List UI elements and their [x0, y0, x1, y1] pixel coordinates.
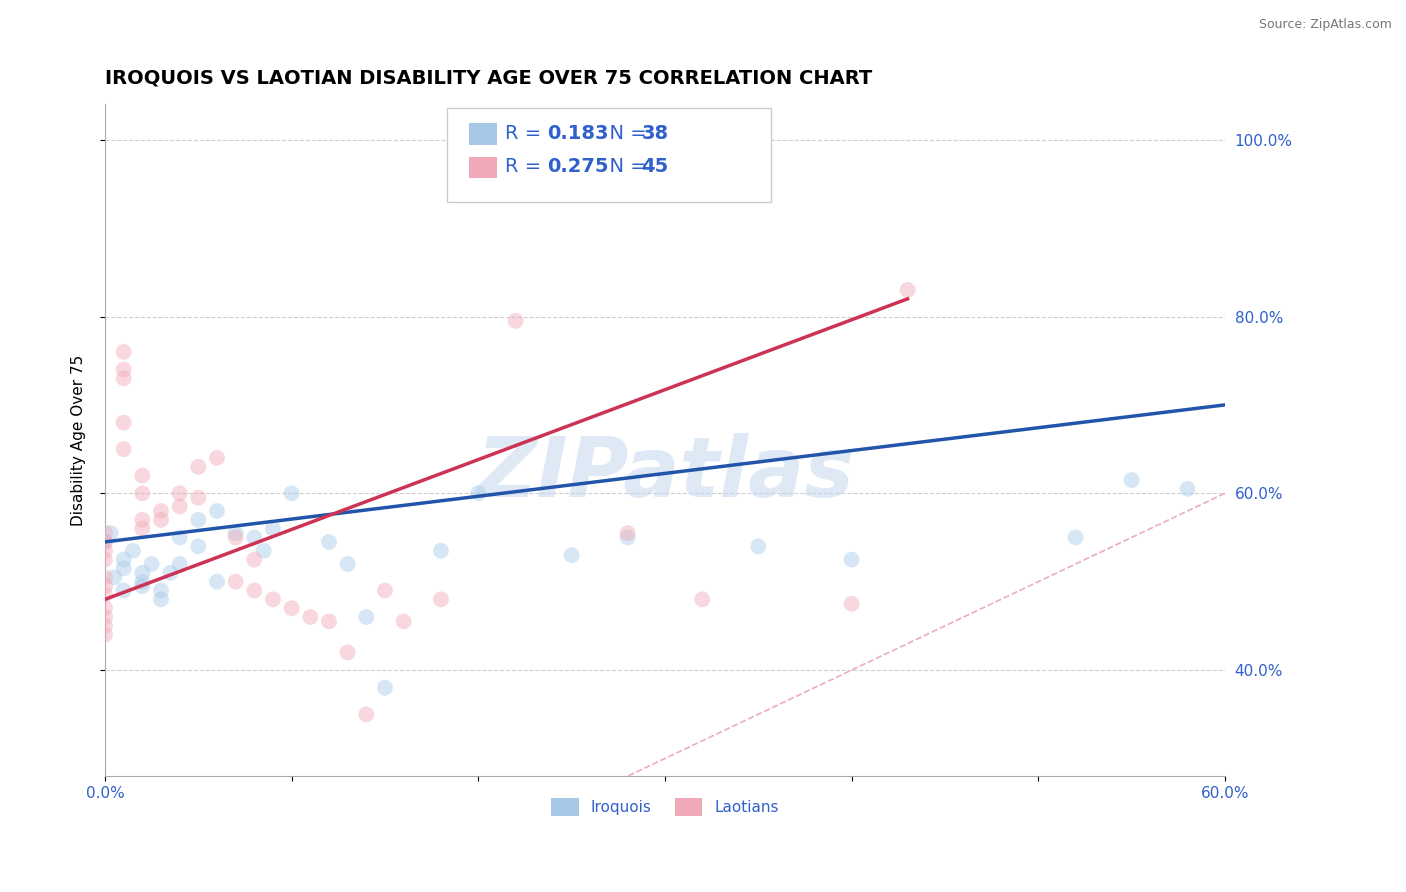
Point — [262, 592, 284, 607]
Point — [94, 535, 117, 549]
Point — [94, 526, 117, 541]
Point — [561, 548, 583, 562]
Point — [103, 570, 125, 584]
Point — [243, 552, 266, 566]
FancyBboxPatch shape — [470, 157, 496, 178]
Point — [169, 500, 191, 514]
Point — [169, 486, 191, 500]
Point — [149, 583, 172, 598]
Point — [280, 601, 302, 615]
FancyBboxPatch shape — [447, 108, 772, 202]
Point — [131, 574, 153, 589]
Point — [243, 531, 266, 545]
Point — [112, 416, 135, 430]
Point — [112, 344, 135, 359]
Point — [896, 283, 918, 297]
Point — [131, 513, 153, 527]
Point — [187, 459, 209, 474]
Point — [299, 610, 322, 624]
Point — [122, 543, 145, 558]
Point — [356, 610, 378, 624]
Point — [112, 552, 135, 566]
Point — [336, 557, 359, 571]
Point — [690, 592, 713, 607]
Point — [112, 362, 135, 376]
Point — [187, 513, 209, 527]
Point — [318, 535, 340, 549]
Point — [225, 526, 247, 541]
Text: N =: N = — [596, 124, 652, 143]
Point — [131, 522, 153, 536]
Text: 38: 38 — [641, 124, 668, 143]
Text: N =: N = — [596, 157, 652, 177]
Point — [149, 513, 172, 527]
Point — [356, 707, 378, 722]
Point — [149, 504, 172, 518]
Text: R =: R = — [505, 157, 547, 177]
Point — [1121, 473, 1143, 487]
Text: R =: R = — [505, 124, 547, 143]
Point — [131, 486, 153, 500]
Text: 0.183: 0.183 — [547, 124, 609, 143]
Point — [169, 531, 191, 545]
Point — [112, 442, 135, 456]
Point — [94, 535, 117, 549]
Point — [841, 597, 863, 611]
Point — [1064, 531, 1087, 545]
Point — [94, 610, 117, 624]
Point — [225, 531, 247, 545]
Point — [112, 371, 135, 385]
Point — [94, 579, 117, 593]
Legend: Iroquois, Laotians: Iroquois, Laotians — [546, 791, 785, 822]
Point — [430, 543, 453, 558]
Point — [430, 592, 453, 607]
Point — [467, 486, 489, 500]
Point — [100, 526, 122, 541]
Point — [505, 314, 527, 328]
Point — [205, 504, 228, 518]
Point — [94, 619, 117, 633]
Point — [149, 592, 172, 607]
Point — [131, 468, 153, 483]
Point — [616, 526, 638, 541]
Point — [159, 566, 181, 580]
Point — [205, 574, 228, 589]
Point — [205, 450, 228, 465]
Point — [318, 615, 340, 629]
Text: 0.275: 0.275 — [547, 157, 609, 177]
Point — [187, 491, 209, 505]
Point — [112, 561, 135, 575]
Point — [747, 539, 769, 553]
Text: 45: 45 — [641, 157, 669, 177]
Point — [225, 574, 247, 589]
Point — [262, 522, 284, 536]
Point — [392, 615, 415, 629]
Point — [141, 557, 163, 571]
Point — [94, 552, 117, 566]
Point — [374, 583, 396, 598]
Point — [253, 543, 276, 558]
Point — [374, 681, 396, 695]
Text: ZIPatlas: ZIPatlas — [477, 434, 853, 515]
Text: Source: ZipAtlas.com: Source: ZipAtlas.com — [1258, 18, 1392, 31]
Point — [187, 539, 209, 553]
FancyBboxPatch shape — [470, 123, 496, 145]
Point — [94, 570, 117, 584]
Point — [94, 601, 117, 615]
Point — [1177, 482, 1199, 496]
Point — [336, 645, 359, 659]
Y-axis label: Disability Age Over 75: Disability Age Over 75 — [72, 355, 86, 526]
Point — [94, 543, 117, 558]
Point — [94, 628, 117, 642]
Point — [131, 579, 153, 593]
Point — [131, 566, 153, 580]
Point — [112, 583, 135, 598]
Text: IROQUOIS VS LAOTIAN DISABILITY AGE OVER 75 CORRELATION CHART: IROQUOIS VS LAOTIAN DISABILITY AGE OVER … — [105, 69, 872, 87]
Point — [841, 552, 863, 566]
Point — [243, 583, 266, 598]
Point — [94, 588, 117, 602]
Point — [280, 486, 302, 500]
Point — [169, 557, 191, 571]
Point — [616, 531, 638, 545]
